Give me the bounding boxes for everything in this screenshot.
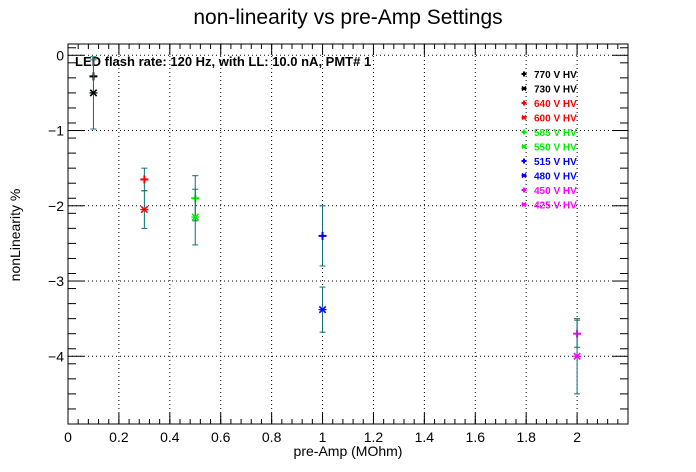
axis-ticks [67, 44, 629, 424]
legend-marker [521, 85, 527, 92]
legend-marker [521, 201, 527, 208]
legend-label: 550 V HV [534, 143, 577, 154]
legend-marker [521, 71, 527, 77]
legend-label: 425 V HV [534, 201, 577, 212]
y-tick-label: −2 [48, 198, 64, 214]
y-axis-label: nonLinearity % [7, 189, 23, 282]
x-tick-label: 0.4 [160, 429, 180, 445]
chart-title: non-linearity vs pre-Amp Settings [193, 6, 502, 29]
y-tick-label: −4 [48, 348, 64, 364]
x-tick-label: 1.2 [364, 429, 384, 445]
data-point [318, 305, 327, 314]
x-tick-label: 0.2 [109, 429, 129, 445]
annotation-text: LED flash rate: 120 Hz, with LL: 10.0 nA… [75, 54, 371, 69]
data-point [140, 175, 149, 184]
data-point [573, 352, 582, 361]
legend-marker [521, 114, 527, 121]
legend-label: 640 V HV [534, 99, 577, 110]
data-point [191, 213, 200, 221]
legend-label: 480 V HV [534, 172, 577, 183]
data-points [89, 56, 582, 395]
x-tick-label: 1 [319, 429, 327, 445]
x-tick-label: 1.4 [415, 429, 435, 445]
x-tick-label: 1.8 [516, 429, 536, 445]
x-tick-label: 1.6 [466, 429, 486, 445]
x-tick-label: 2 [573, 429, 581, 445]
x-tick-label: 0 [64, 429, 72, 445]
legend: 770 V HV 730 V HV 640 V HV 600 V HV 585 V HV… [521, 70, 577, 212]
x-axis-label: pre-Amp (MOhm) [294, 443, 403, 459]
legend-marker [521, 158, 527, 164]
legend-label: 770 V HV [534, 70, 577, 81]
y-tick-label: 0 [56, 47, 64, 63]
data-point [89, 89, 98, 97]
legend-marker [521, 129, 527, 135]
legend-label: 515 V HV [534, 157, 577, 168]
legend-marker [521, 100, 527, 106]
plot-frame [67, 43, 629, 425]
data-point [140, 205, 149, 214]
legend-label: 730 V HV [534, 85, 577, 96]
legend-label: 585 V HV [534, 128, 577, 139]
y-tick-labels: 0 −1 −2 −3 −4 [48, 47, 64, 364]
x-tick-label: 0.6 [211, 429, 231, 445]
data-point [318, 231, 327, 240]
legend-label: 600 V HV [534, 114, 577, 125]
y-tick-label: −3 [48, 273, 64, 289]
x-tick-label: 0.8 [262, 429, 282, 445]
legend-label: 450 V HV [534, 186, 577, 197]
legend-marker [521, 187, 527, 193]
y-tick-label: −1 [48, 123, 64, 139]
legend-marker [521, 172, 527, 179]
legend-marker [521, 143, 527, 150]
x-tick-labels: 0 0.2 0.4 0.6 0.8 1 1.2 1.4 1.6 1.8 2 [64, 429, 581, 445]
